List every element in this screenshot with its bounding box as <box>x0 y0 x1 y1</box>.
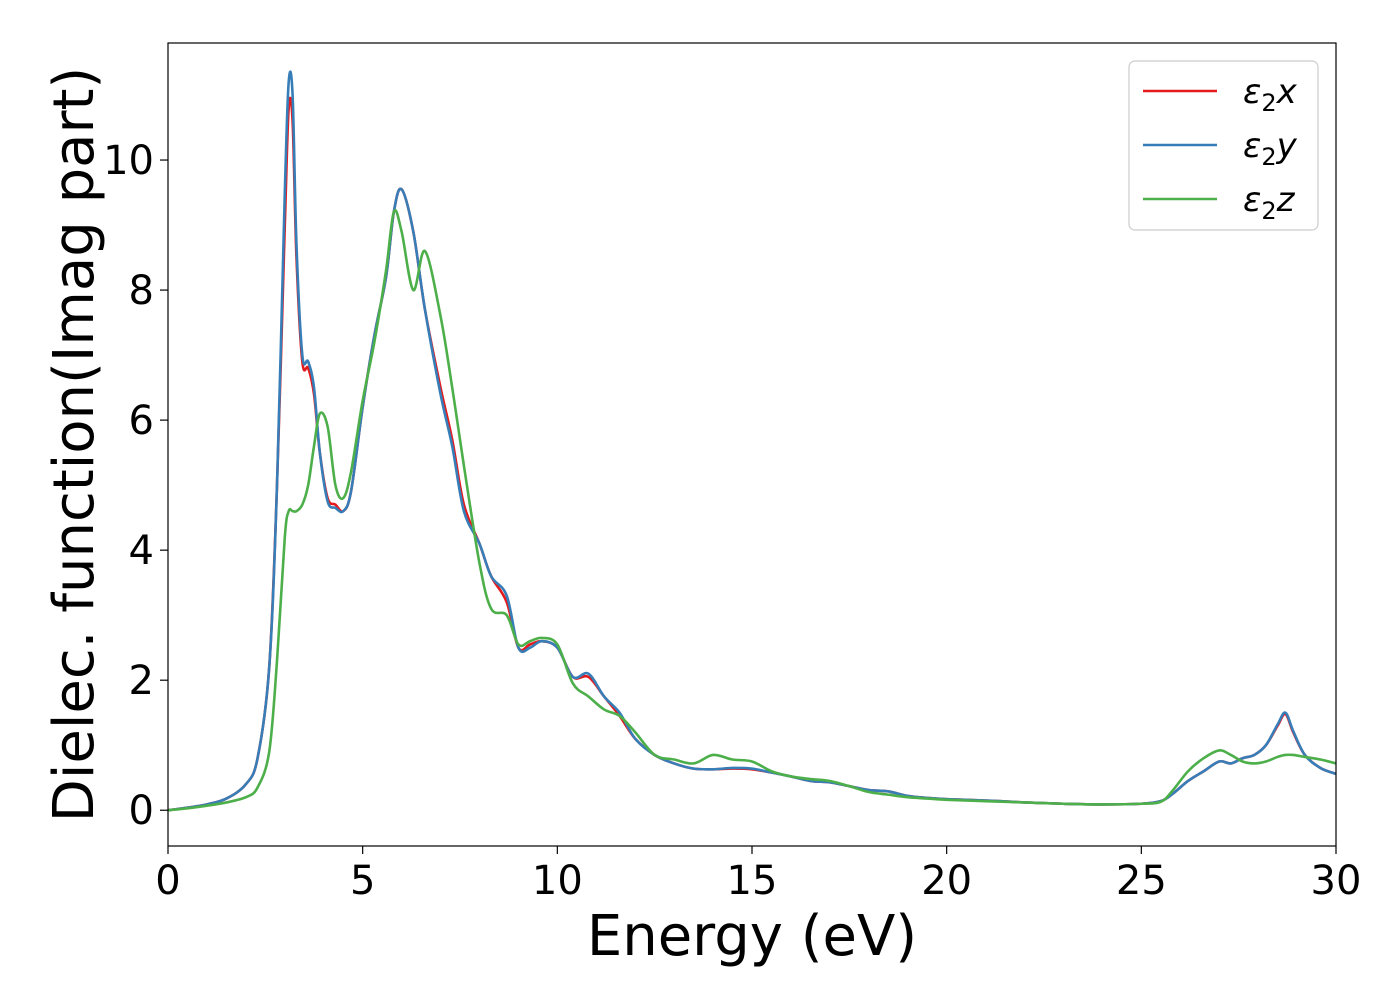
x-tick-label-6: 30 <box>1311 858 1362 904</box>
y-tick-label-3: 6 <box>129 398 154 444</box>
legend-label-2: ε2z <box>1243 180 1296 225</box>
y-axis-title: Dielec. function(Imag part) <box>42 67 107 823</box>
y-tick-label-0: 0 <box>129 788 154 834</box>
x-tick-label-4: 20 <box>921 858 972 904</box>
ticks-layer: 0 5 10 15 20 25 30 0 2 4 6 8 10 <box>103 138 1361 904</box>
series-line-2 <box>168 209 1336 812</box>
legend: ε2x ε2y ε2z <box>1128 60 1319 231</box>
legend-label-1: ε2y <box>1243 126 1298 171</box>
x-tick-label-3: 15 <box>727 858 778 904</box>
y-tick-label-4: 8 <box>129 268 154 314</box>
x-tick-label-2: 10 <box>532 858 583 904</box>
y-tick-label-5: 10 <box>103 138 154 184</box>
legend-label-0: ε2x <box>1243 72 1298 117</box>
legend-box <box>1128 60 1319 231</box>
x-axis-title: Energy (eV) <box>587 904 917 969</box>
x-tick-label-0: 0 <box>155 858 180 904</box>
series-layer <box>168 70 1336 812</box>
x-tick-label-5: 25 <box>1116 858 1167 904</box>
y-tick-label-2: 4 <box>129 528 154 574</box>
y-tick-label-1: 2 <box>129 658 154 704</box>
x-tick-label-1: 5 <box>350 858 375 904</box>
